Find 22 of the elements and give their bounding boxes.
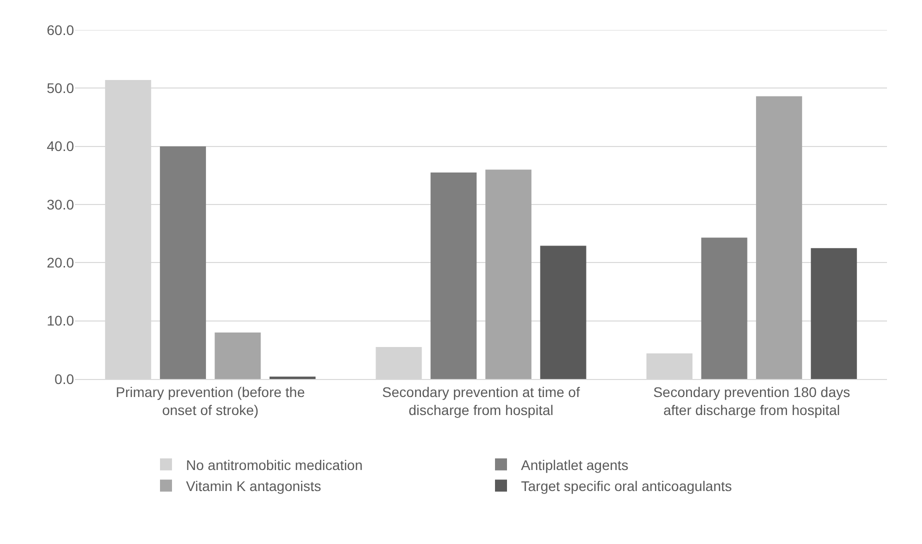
bar <box>810 248 857 379</box>
x-tick-label: Secondary prevention 180 days after discharge from hospital <box>653 384 850 418</box>
x-tick-label: Primary prevention (before the onset of stroke) <box>116 384 306 418</box>
bar <box>485 170 532 379</box>
legend-label: Target specific oral anticoagulants <box>521 478 732 494</box>
y-tick-label: 10.0 <box>46 312 74 329</box>
y-tick-label: 30.0 <box>46 196 74 212</box>
x-tick-label: Secondary prevention at time of discharge from hospital <box>382 384 580 418</box>
bar <box>160 146 206 379</box>
legend-label: No antitromobitic medication <box>186 456 363 473</box>
legend-label: Antiplatlet agents <box>521 456 628 473</box>
y-tick-label: 0.0 <box>54 370 74 387</box>
y-tick-label: 60.0 <box>46 22 74 38</box>
bar <box>430 172 477 379</box>
y-tick-label: 50.0 <box>46 80 74 96</box>
y-tick-label: 20.0 <box>46 254 74 271</box>
bar <box>540 246 586 379</box>
y-tick-label: 40.0 <box>46 138 74 154</box>
bar <box>701 238 748 379</box>
bar <box>214 332 261 379</box>
bar <box>756 96 802 379</box>
legend-label: Vitamin K antagonists <box>186 478 322 494</box>
